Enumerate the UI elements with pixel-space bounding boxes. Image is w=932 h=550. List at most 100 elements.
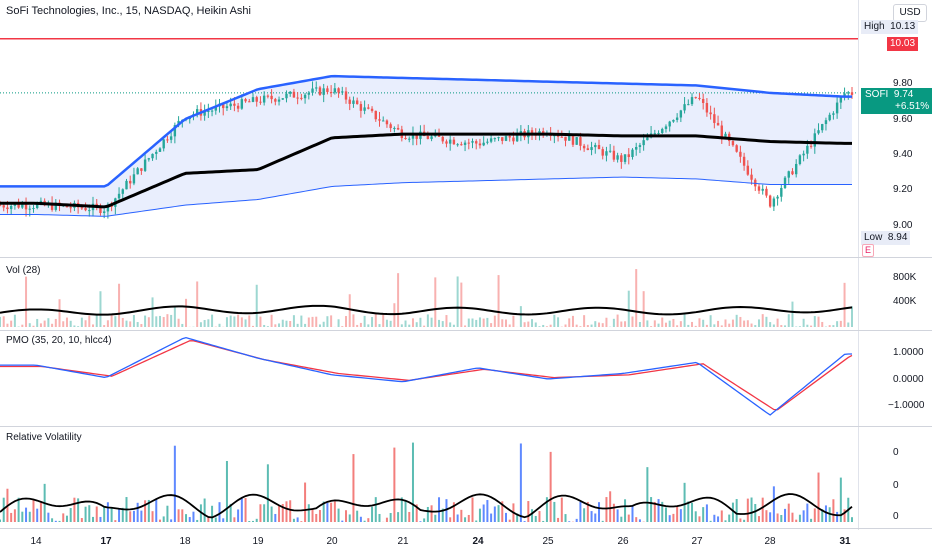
volume-bar <box>233 316 236 327</box>
volatility-bar <box>631 505 634 522</box>
volume-bar <box>255 284 258 327</box>
candle-body <box>616 155 619 160</box>
volatility-bar <box>653 501 656 522</box>
candle-body <box>274 99 277 102</box>
volatility-bar <box>393 447 396 522</box>
volume-bar <box>300 315 303 327</box>
candle-body <box>285 93 288 99</box>
candle-body <box>582 145 586 149</box>
x-tick-label: 14 <box>30 536 42 547</box>
volatility-bar <box>237 509 240 522</box>
candle-body <box>143 159 147 171</box>
volatility-bar <box>839 477 842 522</box>
volume-bar <box>527 321 530 327</box>
volume-bar <box>363 315 366 327</box>
volatility-bar <box>211 505 214 522</box>
volatility-bar <box>843 509 846 522</box>
volume-bar <box>110 314 113 327</box>
chart-title: SoFi Technologies, Inc., 15, NASDAQ, Hei… <box>6 5 251 17</box>
volume-ma-line <box>0 304 853 316</box>
volume-bar <box>129 321 132 327</box>
volatility-bar <box>691 502 694 522</box>
earnings-badge[interactable]: E <box>862 244 875 257</box>
volume-bar <box>441 321 444 327</box>
volatility-bar <box>423 518 426 522</box>
volatility-bar <box>106 502 109 522</box>
candle-body <box>396 127 400 130</box>
volatility-bar <box>683 482 686 522</box>
volume-bar <box>635 269 638 327</box>
candle-body <box>225 106 229 109</box>
candle-body <box>821 124 824 131</box>
volatility-bar <box>620 516 623 522</box>
volume-pane-title: Vol (28) <box>6 265 41 276</box>
candle-body <box>463 142 467 145</box>
volatility-bar <box>609 491 612 522</box>
volume-bar <box>259 316 262 327</box>
volatility-bar <box>441 508 444 522</box>
volume-bar <box>218 323 221 327</box>
volume-bar <box>717 320 720 327</box>
volatility-bar <box>404 500 407 522</box>
volume-bar <box>99 291 102 327</box>
volatility-bar <box>144 500 147 522</box>
pane-separator <box>0 528 932 529</box>
pmo-line <box>0 337 852 416</box>
candle-body <box>80 207 84 209</box>
candle-body <box>504 136 508 141</box>
band-upper-line <box>0 74 852 188</box>
volatility-bar <box>426 506 429 522</box>
volatility-bar <box>359 516 362 522</box>
candle-body <box>117 193 121 199</box>
candle-body <box>638 145 642 147</box>
candle-body <box>501 137 504 141</box>
volume-bar <box>114 316 117 327</box>
volatility-bar <box>10 512 13 522</box>
candle-body <box>318 87 322 95</box>
candle-body <box>129 180 132 184</box>
volume-bar <box>523 322 526 327</box>
alert-price-tag[interactable]: 10.03 <box>887 37 919 51</box>
candle-body <box>69 207 72 209</box>
x-tick-label: 21 <box>397 536 409 547</box>
candle-body <box>568 135 571 141</box>
candle-body <box>579 137 582 146</box>
volatility-bar <box>851 517 853 522</box>
candle-body <box>430 136 433 139</box>
volatility-bar <box>523 521 526 522</box>
volatility-bar <box>545 497 548 522</box>
candle-body <box>713 114 716 123</box>
volume-bar <box>553 314 556 327</box>
rv-pane-title: Relative Volatility <box>6 432 82 443</box>
volume-bar <box>482 318 485 327</box>
volatility-bar <box>590 511 593 522</box>
candle-body <box>493 138 497 140</box>
volatility-bar <box>80 518 83 522</box>
volume-bar <box>240 317 243 327</box>
volatility-bar <box>564 514 567 522</box>
volume-bar <box>776 318 779 327</box>
volatility-bar <box>54 520 57 522</box>
volatility-bar <box>605 497 608 522</box>
x-tick-label: 19 <box>252 536 264 547</box>
candle-body <box>497 137 500 139</box>
candle-body <box>705 102 709 113</box>
volume-bar <box>512 315 515 327</box>
volume-bar <box>642 291 645 327</box>
candle-body <box>783 177 787 188</box>
volume-bar <box>345 316 348 327</box>
volume-bar <box>58 299 61 327</box>
volume-bar <box>39 323 42 327</box>
volume-bar <box>367 324 370 327</box>
candle-body <box>9 205 13 210</box>
volatility-bar <box>251 520 254 522</box>
volatility-bar <box>385 517 388 522</box>
candle-body <box>694 97 697 99</box>
volatility-bar <box>318 510 321 522</box>
candle-body <box>698 97 701 99</box>
volatility-bar <box>769 512 772 522</box>
volatility-bar <box>817 472 820 522</box>
volume-bar <box>263 324 266 327</box>
candle-body <box>307 92 311 95</box>
